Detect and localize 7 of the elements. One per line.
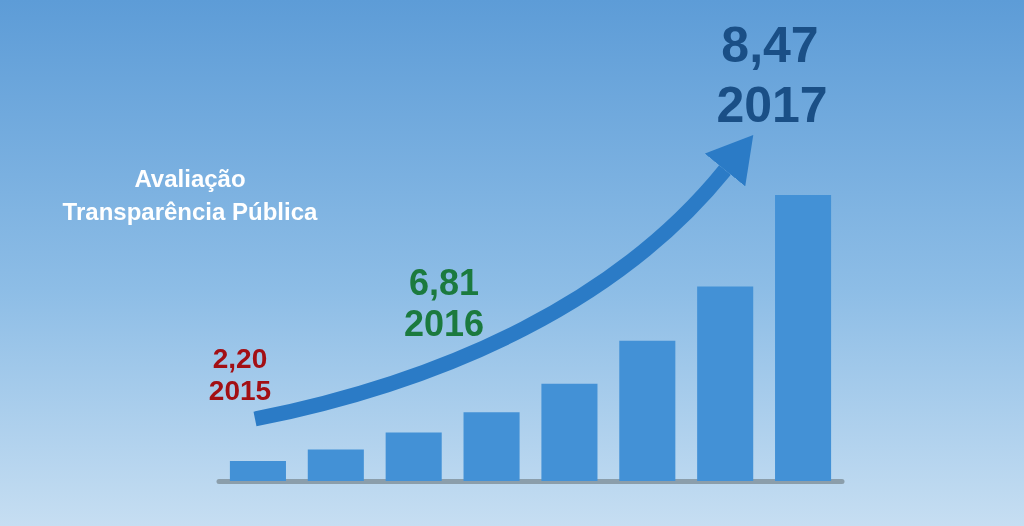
text: 8,47 bbox=[721, 17, 819, 73]
text: 2017 bbox=[716, 77, 828, 133]
chart-title: Avaliação Transparência Pública bbox=[62, 165, 319, 225]
annotation: 2,20 bbox=[212, 342, 268, 374]
annotation: 6,81 bbox=[408, 261, 480, 303]
annotation: 2015 bbox=[208, 374, 272, 406]
annotation: 2016 bbox=[403, 302, 485, 344]
